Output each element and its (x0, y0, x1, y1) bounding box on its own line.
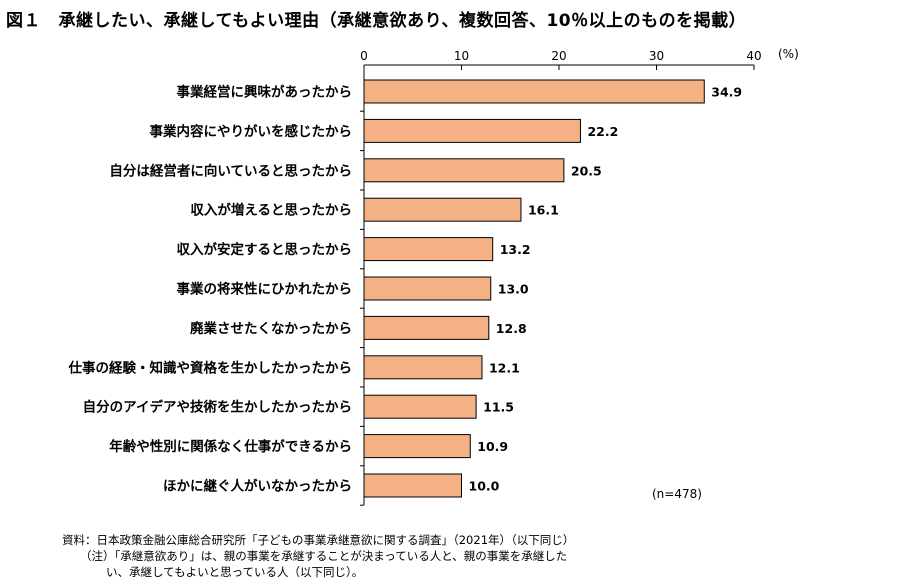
bar (363, 473, 462, 498)
note-line-1: （注）「承継意欲あり」は、親の事業を承継することが決まっている人と、親の事業を承… (80, 549, 568, 563)
category-label: 自分は経営者に向いていると思ったから (109, 162, 352, 179)
category-label: 年齢や性別に関係なく仕事ができるから (109, 438, 352, 455)
bar (363, 118, 581, 143)
unit-label: (%) (778, 47, 799, 61)
bar (363, 394, 477, 419)
bar (363, 315, 490, 340)
category-label: 収入が増えると思ったから (190, 202, 352, 219)
data-label: 13.0 (498, 282, 529, 297)
category-label: 事業の将来性にひかれたから (177, 281, 353, 298)
category-label: 自分のアイデアや技術を生かしたかったから (83, 399, 352, 416)
category-label: ほかに継ぐ人がいなかったから (163, 478, 352, 495)
data-label: 13.2 (500, 242, 531, 257)
x-tick-label: 30 (649, 49, 664, 63)
category-label: 収入が安定すると思ったから (177, 241, 353, 258)
category-label: 事業経営に興味があったから (177, 84, 353, 101)
bar (363, 434, 471, 459)
data-label: 10.0 (469, 479, 500, 494)
bar (363, 79, 705, 104)
data-label: 34.9 (711, 85, 742, 100)
bar (363, 276, 492, 301)
x-tick-label: 20 (551, 49, 566, 63)
note-line-2: い、承継してもよいと思っている人（以下同じ）。 (106, 565, 364, 579)
category-label: 廃業させたくなかったから (190, 320, 352, 337)
bar (363, 158, 565, 183)
bar (363, 355, 483, 380)
sample-size-note: (n=478) (652, 487, 702, 501)
data-label: 12.8 (496, 321, 527, 336)
category-label: 事業内容にやりがいを感じたから (150, 123, 353, 140)
category-label: 仕事の経験・知識や資格を生かしたかったから (68, 359, 353, 376)
data-label: 10.9 (477, 439, 508, 454)
bar (363, 237, 494, 262)
data-label: 16.1 (528, 203, 559, 218)
figure-title: 図１ 承継したい、承継してもよい理由（承継意欲あり、複数回答、10％以上のものを… (6, 11, 747, 31)
source-note: 資料：日本政策金融公庫総合研究所「子どもの事業承継意欲に関する調査」（2021年… (62, 533, 575, 547)
x-tick-label: 40 (746, 49, 761, 63)
x-tick-label: 0 (360, 49, 368, 63)
bar (363, 197, 522, 222)
x-tick-label: 10 (454, 49, 469, 63)
data-label: 22.2 (587, 124, 618, 139)
data-label: 11.5 (483, 400, 514, 415)
data-label: 12.1 (489, 360, 520, 375)
data-label: 20.5 (571, 163, 602, 178)
